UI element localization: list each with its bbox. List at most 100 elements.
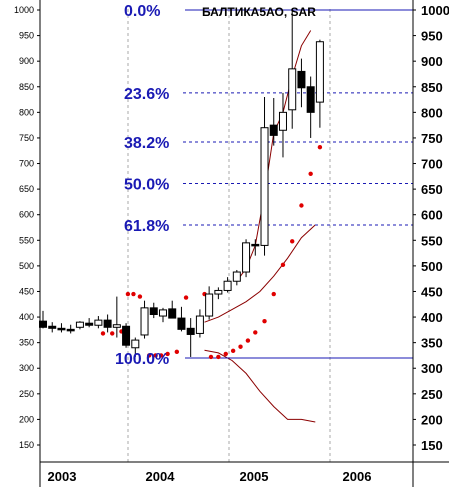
y-tick-left-950: 950 (19, 31, 34, 41)
sar-point-3 (125, 291, 131, 297)
fibonacci-labels: 0.0% 23.6% 38.2% 50.0% 61.8% 100.0% (115, 3, 169, 368)
sar-point-18 (245, 338, 251, 343)
y-tick-left-800: 800 (19, 107, 34, 117)
y-tick-labels: 150 150 200 200 250 250 300 300 350 350 400 400 450 4… (14, 3, 449, 453)
y-tick-right-1000: 1000 (421, 3, 449, 18)
candle-body-19 (214, 289, 223, 295)
sar-point-0 (100, 331, 106, 336)
year-label-2006: 2006 (343, 469, 372, 484)
fib-label-0: 0.0% (124, 3, 160, 20)
candle-body-8 (112, 324, 121, 328)
candle-body-2 (57, 327, 66, 331)
y-tick-right-850: 850 (421, 80, 443, 95)
y-tick-right-800: 800 (421, 105, 443, 120)
y-tick-left-900: 900 (19, 56, 34, 66)
axes (37, 0, 449, 487)
band-lower-line (204, 224, 316, 323)
candle-body-7 (103, 319, 112, 328)
candle-body-22 (242, 242, 251, 273)
candle-body-13 (158, 309, 167, 317)
candle-body-25 (269, 124, 278, 136)
y-tick-left-750: 750 (19, 133, 34, 143)
sar-point-13 (208, 354, 214, 360)
candle-body-12 (149, 307, 158, 315)
sar-point-7 (153, 353, 158, 358)
sar-point-24 (299, 203, 304, 208)
candle-body-23 (251, 243, 260, 247)
candle-body-6 (94, 319, 103, 326)
sar-point-16 (230, 348, 236, 354)
y-tick-right-450: 450 (421, 284, 443, 299)
fib-label-3: 50.0% (124, 176, 169, 193)
y-tick-right-500: 500 (421, 259, 443, 274)
sar-point-11 (183, 295, 189, 300)
sar-point-8 (158, 353, 164, 358)
candle-body-16 (186, 327, 195, 335)
chart-title: БАЛТИКА5АО, SAR (202, 5, 316, 19)
y-tick-right-200: 200 (421, 412, 443, 427)
candle-body-20 (223, 280, 232, 291)
y-tick-left-300: 300 (19, 363, 34, 373)
fib-label-4: 61.8% (124, 218, 169, 235)
sar-point-22 (280, 262, 286, 268)
candles (39, 10, 324, 357)
y-tick-left-400: 400 (19, 312, 34, 322)
candle-body-28 (297, 70, 306, 89)
y-tick-right-150: 150 (421, 438, 443, 453)
y-tick-left-150: 150 (19, 440, 34, 450)
y-tick-left-200: 200 (19, 414, 34, 424)
candle-body-17 (195, 315, 204, 334)
y-tick-right-650: 650 (421, 182, 443, 197)
sar-point-21 (271, 291, 276, 297)
sar-point-4 (131, 291, 136, 297)
sar-point-5 (137, 294, 143, 299)
candle-body-24 (260, 127, 269, 246)
sar-point-1 (110, 331, 115, 336)
y-tick-right-600: 600 (421, 208, 443, 223)
sar-point-20 (262, 318, 267, 324)
candle-body-3 (66, 328, 75, 332)
year-label-2003: 2003 (48, 469, 77, 484)
y-tick-left-600: 600 (19, 210, 34, 220)
y-tick-right-550: 550 (421, 233, 443, 248)
candle-body-26 (278, 111, 287, 131)
y-tick-left-850: 850 (19, 82, 34, 92)
candle-body-18 (205, 293, 214, 317)
year-label-2005: 2005 (240, 469, 269, 484)
sar-point-9 (165, 351, 170, 357)
y-tick-left-500: 500 (19, 261, 34, 271)
y-tick-right-350: 350 (421, 336, 443, 351)
candle-body-29 (306, 86, 315, 113)
sar-point-14 (216, 354, 221, 360)
sar-point-17 (238, 344, 243, 349)
sar-point-6 (146, 353, 152, 358)
y-tick-left-650: 650 (19, 184, 34, 194)
candle-body-4 (75, 321, 84, 328)
band-bottom-line (204, 349, 316, 423)
y-tick-left-250: 250 (19, 389, 34, 399)
y-tick-left-350: 350 (19, 338, 34, 348)
x-year-labels: 2003 2004 2005 2006 (48, 469, 372, 484)
candle-body-5 (85, 322, 94, 326)
y-tick-right-950: 950 (421, 29, 443, 44)
y-tick-left-700: 700 (19, 159, 34, 169)
sar-point-19 (253, 330, 258, 335)
y-tick-right-700: 700 (421, 157, 443, 172)
fibonacci-lines (183, 9, 413, 359)
fib-label-1: 23.6% (124, 86, 169, 103)
candle-body-9 (122, 325, 131, 346)
sar-point-15 (223, 351, 228, 357)
candle-body-11 (140, 307, 149, 336)
candle-body-21 (232, 271, 241, 282)
y-tick-right-300: 300 (421, 361, 443, 376)
candle-body-14 (168, 308, 177, 319)
candle-body-0 (39, 320, 47, 328)
sar-point-25 (308, 171, 313, 176)
candle-body-1 (48, 325, 57, 329)
y-tick-right-400: 400 (421, 310, 443, 325)
y-tick-left-1000: 1000 (14, 5, 34, 15)
candle-body-15 (177, 317, 186, 330)
candle-body-10 (131, 339, 140, 349)
